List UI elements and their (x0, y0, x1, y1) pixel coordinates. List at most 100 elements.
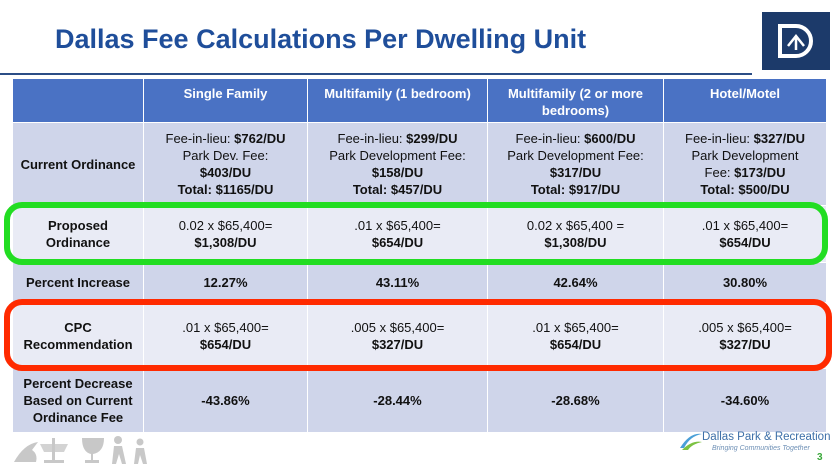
table-cell: 12.27% (143, 262, 308, 303)
footer-tagline: Bringing Communities Together (712, 445, 810, 452)
highlight-frame (4, 299, 832, 371)
cell-text: Park Development Fee: (507, 148, 644, 163)
cell-line: Fee-in-lieu: $299/DU (312, 130, 483, 147)
cell-text: Park Development Fee: (329, 148, 466, 163)
cell-line: $654/DU (668, 234, 822, 251)
footer-brand: Dallas Park & Recreation (702, 431, 831, 443)
cell-text: Park Development (691, 148, 799, 163)
cell-line: Park Dev. Fee: (148, 147, 303, 164)
cell-line: Total: $917/DU (492, 181, 659, 198)
cell-line: 42.64% (492, 274, 659, 291)
cell-line: .01 x $65,400= (312, 217, 483, 234)
table-row: Current Ordinance Fee-in-lieu: $762/DU Par… (12, 122, 827, 206)
brand-logo (680, 433, 702, 450)
footer-icons (14, 436, 147, 464)
cell-line: Park Development (668, 147, 822, 164)
cell-line: Fee-in-lieu: $600/DU (492, 130, 659, 147)
cell-text: Park Dev. Fee: (182, 148, 269, 163)
cell-line: Total: $500/DU (668, 181, 822, 198)
cell-value: 30.80% (722, 275, 768, 290)
cell-line: Total: $1165/DU (148, 181, 303, 198)
cell-value: $654/DU (199, 336, 252, 352)
column-header: Multifamily (2 or more bedrooms) (487, 78, 664, 123)
table-row: Proposed Ordinance 0.02 x $65,400= $1,308/… (12, 205, 827, 263)
cell-line: Fee: $173/DU (668, 164, 822, 181)
row-label: Percent Increase (12, 262, 144, 303)
cell-value: -43.86% (201, 393, 250, 408)
cell-line: $327/DU (312, 336, 483, 353)
table-cell: .01 x $65,400= $654/DU (487, 302, 664, 369)
highlight-frame (4, 202, 828, 265)
cell-value: $654/DU (549, 336, 602, 352)
table-row: CPC Recommendation .01 x $65,400= $654/DU.… (12, 302, 827, 369)
cell-line: .01 x $65,400= (668, 217, 822, 234)
table-cell: 0.02 x $65,400= $1,308/DU (143, 205, 308, 263)
cell-value: Total: $917/DU (530, 182, 621, 197)
cell-text: .005 x $65,400= (350, 319, 445, 335)
slide-title: Dallas Fee Calculations Per Dwelling Uni… (55, 24, 587, 54)
table-cell: -28.68% (487, 368, 664, 433)
cell-line: $327/DU (668, 336, 822, 353)
cell-line: $1,308/DU (492, 234, 659, 251)
cell-line: $654/DU (312, 234, 483, 251)
cell-value: Total: $500/DU (700, 182, 790, 197)
cell-line: $317/DU (492, 164, 659, 181)
cell-line: Fee-in-lieu: $762/DU (148, 130, 303, 147)
cell-value: 42.64% (553, 275, 598, 290)
cell-text: Fee-in-lieu: (337, 131, 407, 146)
cell-value: 12.27% (203, 275, 248, 290)
cell-text: 0.02 x $65,400 = (526, 218, 625, 233)
cell-line: .01 x $65,400= (492, 319, 659, 336)
table-cell: -43.86% (143, 368, 308, 433)
cell-value: $1,308/DU (544, 235, 607, 250)
cell-value: $299/DU (406, 131, 458, 146)
cell-text: Fee-in-lieu: (515, 131, 585, 146)
table-cell: -28.44% (307, 368, 488, 433)
cell-value: $403/DU (199, 165, 252, 180)
cell-value: $654/DU (371, 235, 424, 250)
cell-value: $327/DU (719, 336, 771, 352)
cell-value: 43.11% (375, 275, 420, 290)
cell-line: 0.02 x $65,400 = (492, 217, 659, 234)
cell-text: .01 x $65,400= (182, 319, 269, 335)
row-label: Percent Decrease Based on Current Ordina… (12, 368, 144, 433)
cell-value: -34.60% (720, 393, 770, 408)
header-art (0, 12, 830, 75)
column-header: Multifamily (1 bedroom) (307, 78, 488, 123)
table-cell: .005 x $65,400= $327/DU (307, 302, 488, 369)
table-row: Percent Decrease Based on Current Ordina… (12, 368, 827, 433)
cell-text: .005 x $65,400= (698, 319, 792, 335)
row-label: Current Ordinance (12, 122, 144, 206)
table-cell: Fee-in-lieu: $299/DU Park Development Fee… (307, 122, 488, 206)
cell-line: 30.80% (668, 274, 822, 291)
cell-text: .01 x $65,400= (532, 319, 619, 335)
table-cell: Fee-in-lieu: $327/DU Park Development Fee:… (663, 122, 827, 206)
cell-value: $173/DU (734, 165, 786, 180)
table-cell: -34.60% (663, 368, 827, 433)
cell-value: $762/DU (234, 131, 286, 146)
page-number: 3 (817, 452, 823, 463)
cell-line: 12.27% (148, 274, 303, 291)
cell-text: .01 x $65,400= (701, 218, 789, 233)
cell-line: -34.60% (668, 392, 822, 409)
table-cell: 42.64% (487, 262, 664, 303)
cell-value: Total: $457/DU (352, 182, 443, 197)
cell-line: $654/DU (148, 336, 303, 353)
cell-value: Total: $1165/DU (177, 182, 274, 197)
cell-line: 0.02 x $65,400= (148, 217, 303, 234)
cell-value: -28.68% (551, 393, 600, 408)
cell-value: $317/DU (549, 165, 602, 180)
column-header: Single Family (143, 78, 308, 123)
row-label: CPC Recommendation (12, 302, 144, 369)
cell-value: $1,308/DU (194, 235, 257, 250)
table-cell: .01 x $65,400= $654/DU (307, 205, 488, 263)
column-header: Hotel/Motel (663, 78, 827, 123)
table-cell: 0.02 x $65,400 = $1,308/DU (487, 205, 664, 263)
cell-value: -28.44% (373, 393, 422, 408)
cell-value: $158/DU (371, 165, 424, 180)
cell-text: Fee: (704, 165, 735, 180)
cell-text: Fee-in-lieu: (165, 131, 235, 146)
table-cell: .01 x $65,400= $654/DU (663, 205, 827, 263)
cell-text: 0.02 x $65,400= (178, 218, 273, 233)
